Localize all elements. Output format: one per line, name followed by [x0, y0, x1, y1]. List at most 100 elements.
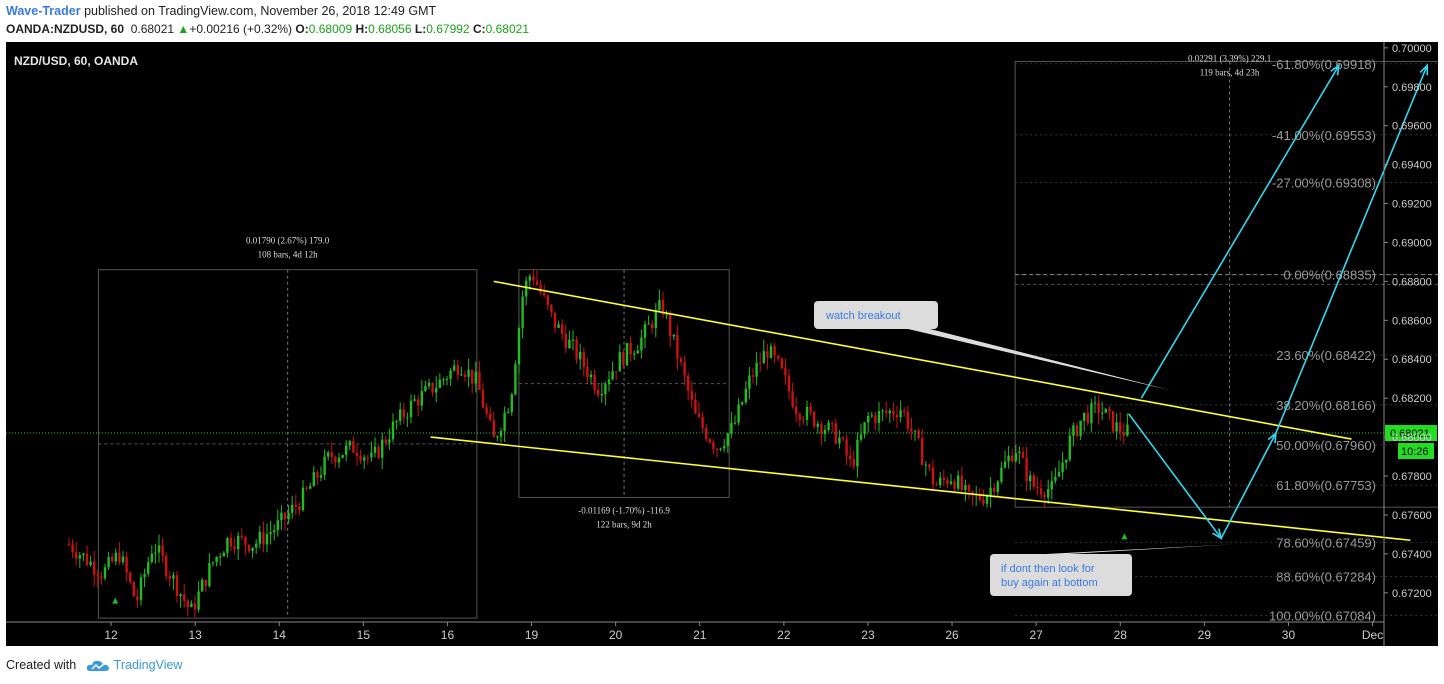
candle-body [899, 410, 902, 418]
candle-body [593, 374, 596, 390]
candle-body [730, 423, 733, 434]
chart-background [6, 42, 1438, 646]
measurement-line1: 0.02291 (3.39%) 229.1 [1188, 53, 1271, 63]
candle-body [186, 600, 189, 608]
candle-body [395, 421, 398, 423]
candle-body [445, 378, 449, 380]
candle-body [377, 446, 380, 458]
candle-body [744, 388, 747, 403]
candle-body [499, 431, 503, 437]
candle-body [139, 577, 143, 601]
candle-body [550, 304, 553, 313]
candle-body [737, 404, 740, 423]
x-tick-label: 21 [693, 628, 707, 642]
tradingview-link[interactable]: TradingView [113, 658, 183, 672]
candle-body [190, 603, 193, 608]
candle-body [1097, 402, 1100, 414]
candle-body [636, 350, 639, 354]
candle-body [733, 422, 737, 424]
candle-body [978, 494, 981, 500]
price-axis[interactable]: 0.67200 0.67400 0.67600 0.67800 0.68000 0.682… [1384, 43, 1432, 600]
fib-label: 50.00%(0.67960) [1276, 438, 1376, 453]
price-chart[interactable]: 0.01790 (2.67%) 179.0 108 bars, 4d 12h -0.… [6, 42, 1438, 646]
candle-body [417, 399, 420, 406]
candle-body [906, 411, 909, 429]
candle-body [971, 491, 974, 496]
callout-box [990, 554, 1132, 596]
candle-body [503, 412, 506, 432]
candle-body [456, 365, 459, 375]
candle-body [1108, 408, 1111, 412]
candle-body [107, 556, 110, 568]
candle-body [319, 475, 323, 478]
candle-body [262, 531, 265, 545]
y-tick-label: 0.68000 [1392, 432, 1432, 444]
candle-body [363, 457, 366, 461]
candle-body [535, 280, 539, 286]
candle-body [197, 591, 200, 610]
candle-body [143, 573, 146, 578]
candle-body [1057, 472, 1061, 477]
candle-body [118, 552, 121, 563]
candle-body [1014, 453, 1017, 462]
x-tick-label: Dec [1362, 628, 1383, 642]
y-tick-label: 0.69800 [1392, 82, 1432, 94]
candle-body [1072, 425, 1075, 436]
candle-body [204, 579, 207, 587]
publish-line: Wave-Trader published on TradingView.com… [6, 4, 436, 18]
candle-body [179, 594, 182, 597]
projection-segment [1128, 413, 1222, 539]
candle-body [449, 370, 452, 379]
candle-body [229, 537, 233, 547]
candle-body [665, 314, 668, 316]
candles [67, 269, 1129, 618]
candle-body [193, 603, 197, 610]
close-label: C: [472, 22, 486, 36]
y-tick-label: 0.68400 [1392, 354, 1432, 366]
candle-body [460, 374, 463, 376]
open-value: 0.68009 [308, 22, 353, 36]
y-tick-label: 0.67800 [1392, 471, 1432, 483]
candle-body [1065, 459, 1068, 463]
time-axis[interactable]: 12 13 14 15 16 19 20 21 22 23 26 27 28 29 30 Dec [104, 622, 1383, 642]
candle-body [766, 351, 769, 358]
candle-body [859, 434, 863, 440]
y-tick-label: 0.69400 [1392, 160, 1432, 172]
candle-body [1119, 422, 1122, 433]
candle-body [611, 371, 614, 380]
candle-body [291, 504, 294, 513]
candle-body [67, 544, 71, 546]
candle-body [917, 430, 920, 439]
candle-body [654, 309, 657, 329]
candle-body [877, 411, 881, 423]
candle-body [1104, 408, 1107, 413]
candle-body [741, 402, 744, 405]
candle-body [985, 496, 989, 504]
fib-label: 0.00%(0.68835) [1283, 268, 1376, 283]
candle-body [672, 334, 675, 337]
x-tick-label: 14 [273, 628, 287, 642]
candle-body [381, 439, 384, 458]
callout-text: watch breakout [825, 310, 901, 322]
candle-body [996, 481, 999, 492]
y-tick-label: 0.69200 [1392, 199, 1432, 211]
candle-body [208, 563, 211, 587]
current-price-tag [1385, 425, 1437, 442]
candle-body [427, 382, 431, 387]
candle-body [784, 368, 787, 376]
candle-body [103, 567, 107, 579]
candle-body [96, 574, 99, 577]
candle-body [121, 556, 125, 563]
candle-body [517, 327, 521, 365]
candle-body [438, 379, 441, 388]
candle-body [769, 346, 773, 358]
candle-body [913, 430, 917, 432]
candle-body [413, 399, 416, 401]
author-name[interactable]: Wave-Trader [6, 4, 81, 18]
candle-body [895, 414, 899, 418]
candle-body [557, 324, 560, 328]
x-tick-label: 19 [525, 628, 539, 642]
candle-body [420, 390, 423, 406]
candle-body [885, 410, 888, 414]
candle-body [543, 292, 546, 296]
